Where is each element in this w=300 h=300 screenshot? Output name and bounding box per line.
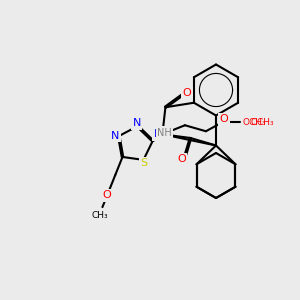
Text: N: N: [154, 129, 162, 139]
Text: N: N: [133, 118, 141, 128]
Text: O: O: [182, 88, 191, 98]
Text: O: O: [177, 154, 186, 164]
Text: OCH₃: OCH₃: [243, 118, 266, 127]
Text: O: O: [103, 190, 111, 200]
Text: NH: NH: [157, 128, 172, 138]
Text: O: O: [220, 114, 228, 124]
Text: S: S: [140, 158, 148, 169]
Text: N: N: [111, 131, 119, 141]
Text: CH₃: CH₃: [91, 211, 108, 220]
Text: OCH₃: OCH₃: [251, 118, 274, 127]
